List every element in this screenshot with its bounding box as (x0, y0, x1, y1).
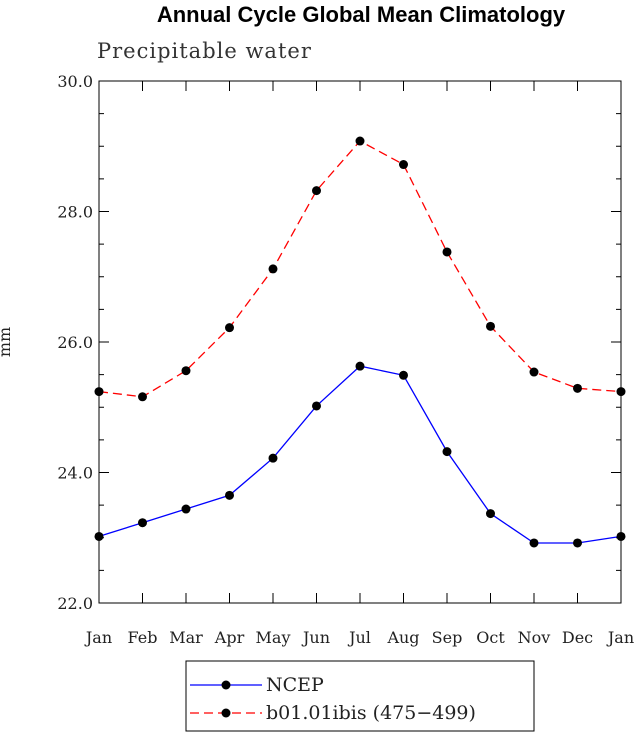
axis-ticks (98, 80, 622, 604)
x-tick-label: Jan (84, 628, 112, 647)
data-point-b01 (94, 387, 104, 397)
x-tick-label: Aug (386, 628, 419, 647)
x-tick-label: Apr (214, 628, 245, 647)
series-line-b01 (98, 140, 622, 398)
data-point-b01 (268, 264, 278, 274)
x-tick-label: Jul (347, 628, 371, 647)
y-tick-label: 22.0 (57, 594, 93, 613)
data-point-ncep (486, 509, 495, 519)
data-point-b01 (225, 323, 234, 333)
series-layer (94, 136, 626, 548)
data-point-ncep (138, 518, 147, 528)
y-tick-label: 24.0 (57, 464, 93, 483)
y-tick-label: 30.0 (57, 72, 93, 91)
legend-label-ncep: NCEP (266, 674, 324, 696)
x-tick-labels: Jan Feb Mar Apr May Jun Jul Aug Sep Oct Nov Dec Jan (84, 628, 634, 647)
data-point-ncep (268, 453, 278, 463)
legend: NCEP b01.01ibis (475−499) (185, 660, 535, 732)
data-point-b01 (181, 366, 191, 376)
x-tick-label: Oct (476, 628, 505, 647)
data-point-b01 (355, 136, 365, 146)
x-tick-label: Jan (606, 628, 634, 647)
data-point-ncep (181, 504, 191, 514)
legend-marker-ncep (221, 680, 231, 690)
data-point-b01 (442, 247, 452, 257)
data-point-b01 (573, 383, 582, 393)
x-tick-label: Dec (562, 628, 593, 647)
data-point-b01 (138, 392, 147, 402)
x-tick-label: Feb (128, 628, 158, 647)
data-point-ncep (94, 531, 104, 541)
data-point-b01 (486, 321, 495, 331)
legend-marker-b01 (221, 708, 231, 718)
y-axis-label: mm (0, 327, 14, 357)
plot-area-frame (98, 80, 622, 604)
data-point-b01 (399, 160, 408, 170)
chart-subtitle: Precipitable water (97, 39, 312, 63)
y-tick-label: 28.0 (57, 203, 93, 222)
data-point-b01 (616, 387, 626, 397)
data-point-ncep (616, 531, 626, 541)
series-line-ncep (98, 365, 622, 544)
data-point-ncep (355, 361, 365, 371)
x-tick-label: Nov (518, 628, 551, 647)
data-point-ncep (399, 370, 408, 380)
data-point-ncep (442, 447, 452, 457)
legend-item-ncep: NCEP (190, 674, 324, 696)
x-tick-label: Sep (432, 628, 463, 647)
data-point-ncep (529, 538, 539, 548)
y-tick-labels: 22.0 24.0 26.0 28.0 30.0 (57, 72, 93, 613)
x-tick-label: May (256, 628, 291, 647)
data-point-ncep (312, 401, 321, 411)
data-point-b01 (529, 367, 539, 377)
legend-label-b01: b01.01ibis (475−499) (266, 702, 476, 724)
data-point-ncep (573, 538, 582, 548)
data-point-b01 (312, 186, 321, 196)
data-point-ncep (225, 490, 234, 500)
y-tick-label: 26.0 (57, 333, 93, 352)
chart-title: Annual Cycle Global Mean Climatology (157, 2, 566, 27)
legend-box (185, 660, 535, 732)
x-tick-label: Jun (301, 628, 330, 647)
legend-item-b01: b01.01ibis (475−499) (190, 702, 476, 724)
x-tick-label: Mar (169, 628, 203, 647)
